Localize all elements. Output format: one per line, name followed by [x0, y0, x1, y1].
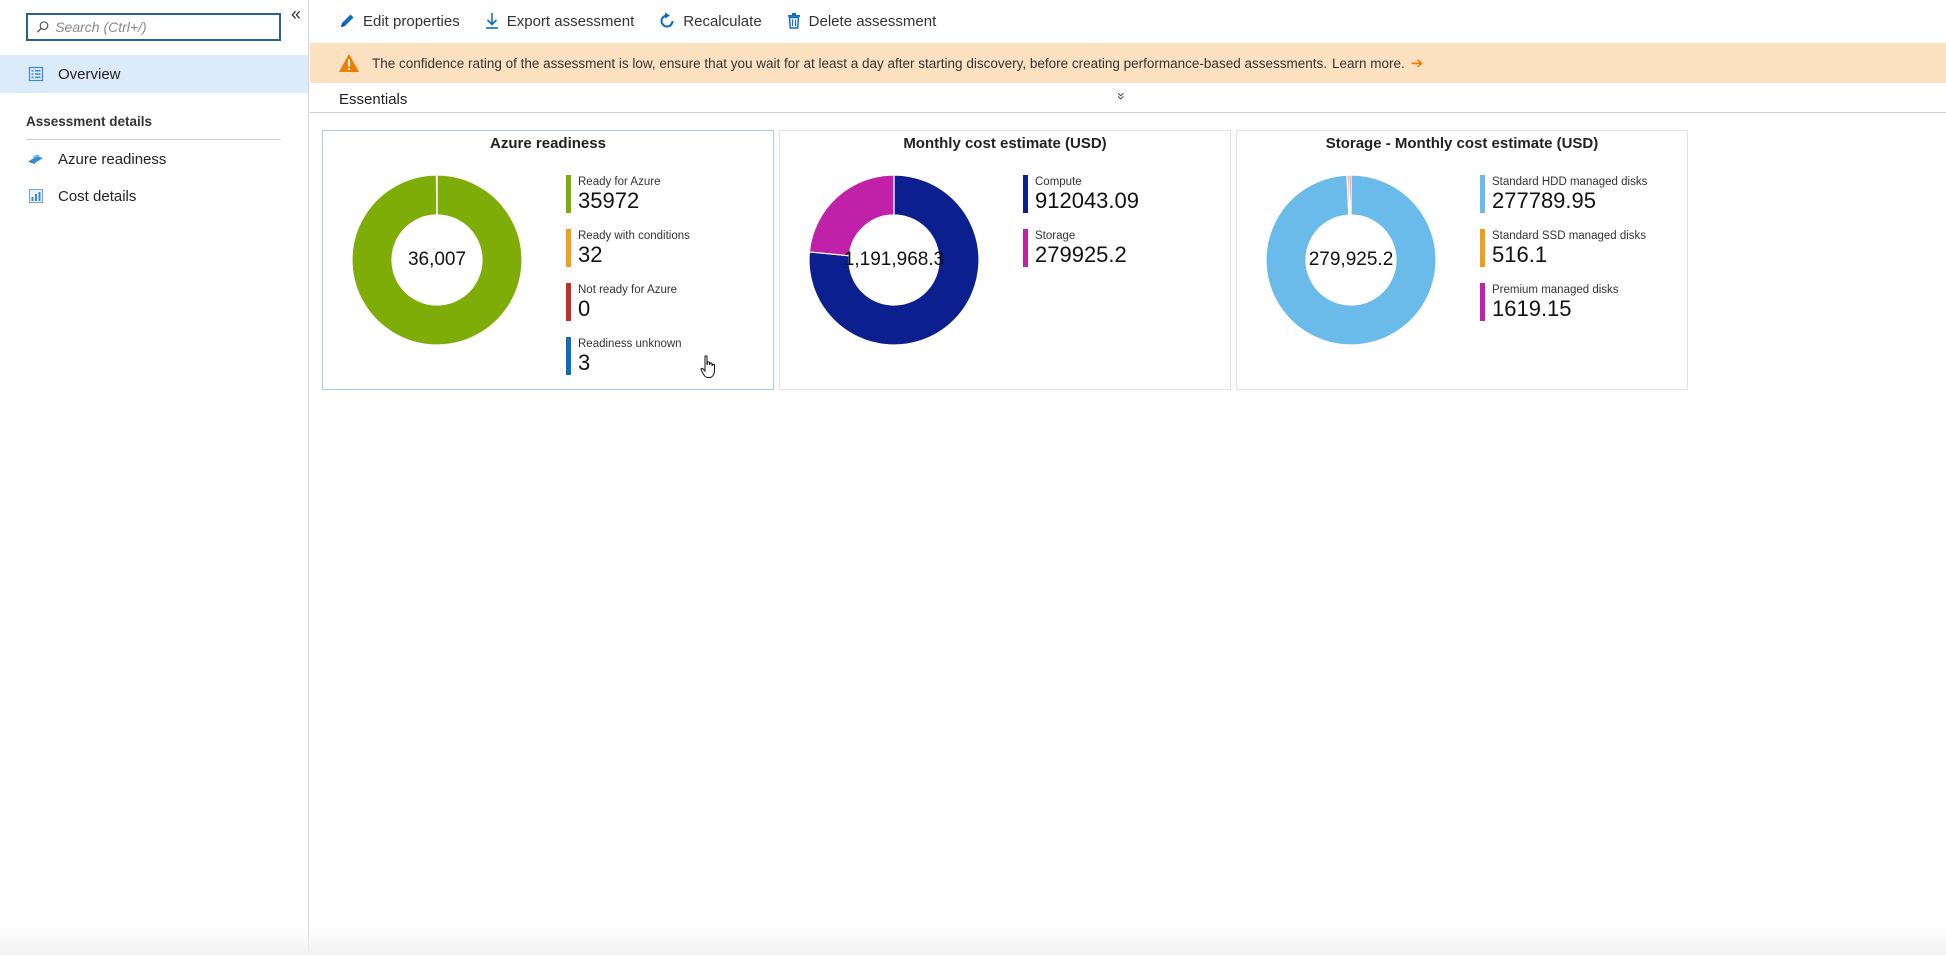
warning-icon: [339, 54, 359, 72]
overview-icon: [28, 66, 44, 82]
hand-cursor-icon: [700, 355, 715, 378]
legend-value: 0: [578, 296, 591, 321]
legend-color-bar: [566, 283, 571, 321]
legend-label: Ready with conditions: [578, 230, 690, 242]
essentials-section[interactable]: Essentials »: [310, 86, 1946, 113]
azure-readiness-tile[interactable]: Azure readiness 36,007 Ready for Azure 3…: [322, 130, 774, 390]
donut-slice[interactable]: [1265, 174, 1437, 346]
legend-label: Readiness unknown: [578, 338, 682, 350]
donut-center-total: 279,925.2: [1308, 249, 1394, 270]
legend: Standard HDD managed disks 277789.95 Sta…: [1480, 175, 1647, 337]
legend-value: 35972: [578, 188, 640, 213]
search-box[interactable]: [26, 13, 281, 41]
recalculate-button[interactable]: Recalculate: [658, 6, 762, 36]
tile-title: Azure readiness: [490, 135, 606, 152]
legend-color-bar: [1480, 229, 1485, 267]
legend-item-compute[interactable]: Compute 912043.09: [1023, 175, 1139, 229]
warning-banner: The confidence rating of the assessment …: [310, 43, 1946, 83]
donut-center-total: 1,191,968.3: [843, 249, 945, 270]
donut-chart: 279,925.2: [1264, 173, 1438, 347]
donut-center-total: 36,007: [407, 249, 467, 270]
refresh-icon: [660, 12, 674, 28]
sidebar-item-label: Cost details: [58, 187, 137, 205]
legend-label: Storage: [1035, 230, 1076, 242]
donut-chart: 1,191,968.3: [807, 173, 981, 347]
storage-cost-tile[interactable]: Storage - Monthly cost estimate (USD) 27…: [1236, 130, 1688, 390]
legend-value: 912043.09: [1035, 188, 1139, 213]
legend: Compute 912043.09 Storage 279925.2: [1023, 175, 1139, 283]
warning-text: The confidence rating of the assessment …: [372, 55, 1327, 71]
tile-title: Monthly cost estimate (USD): [903, 135, 1107, 152]
nav-item-overview[interactable]: Overview: [0, 55, 308, 93]
sidebar-item-label: Azure readiness: [58, 150, 167, 168]
legend-item-storage[interactable]: Storage 279925.2: [1023, 229, 1139, 283]
legend-value: 32: [578, 242, 603, 267]
chevron-down-icon[interactable]: »: [1113, 92, 1130, 100]
export-assessment-label: Export assessment: [506, 12, 635, 30]
legend-item-unknown[interactable]: Readiness unknown 3: [566, 337, 690, 391]
legend-value: 3: [578, 350, 591, 375]
legend-color-bar: [566, 337, 571, 375]
legend-label: Standard HDD managed disks: [1492, 176, 1648, 188]
delete-assessment-button[interactable]: Delete assessment: [786, 6, 937, 36]
pencil-icon: [341, 14, 354, 27]
search-icon: [36, 21, 49, 33]
donut-slice[interactable]: [1348, 174, 1352, 216]
legend-label: Compute: [1035, 176, 1082, 188]
legend-item-not-ready[interactable]: Not ready for Azure 0: [566, 283, 690, 337]
legend-label: Standard SSD managed disks: [1492, 230, 1647, 242]
collapse-sidebar-button[interactable]: «: [290, 4, 301, 24]
legend-color-bar: [1023, 175, 1028, 213]
cost-details-icon: [29, 189, 43, 203]
legend-color-bar: [1023, 229, 1028, 267]
bottom-edge: [0, 925, 1946, 955]
edit-properties-label: Edit properties: [363, 12, 460, 30]
legend-item-hdd[interactable]: Standard HDD managed disks 277789.95: [1480, 175, 1647, 229]
legend-label: Ready for Azure: [578, 176, 661, 188]
edit-properties-button[interactable]: Edit properties: [338, 6, 460, 36]
section-header-assessment-details: Assessment details: [26, 112, 281, 140]
arrow-right-icon[interactable]: ➔: [1410, 55, 1424, 72]
legend-value: 279925.2: [1035, 242, 1127, 267]
donut-slice[interactable]: [351, 174, 523, 346]
sidebar-item-azure-readiness[interactable]: Azure readiness: [0, 140, 308, 178]
donut-svg: [808, 174, 980, 346]
azure-readiness-icon: [29, 154, 43, 164]
delete-assessment-label: Delete assessment: [808, 12, 937, 30]
legend-item-ready[interactable]: Ready for Azure 35972: [566, 175, 690, 229]
legend: Ready for Azure 35972 Ready with conditi…: [566, 175, 690, 391]
search-input[interactable]: [49, 15, 279, 39]
legend-color-bar: [566, 229, 571, 267]
recalculate-label: Recalculate: [683, 12, 762, 30]
donut-slice[interactable]: [808, 174, 895, 257]
nav-item-overview-label: Overview: [58, 65, 121, 83]
export-assessment-button[interactable]: Export assessment: [484, 6, 635, 36]
donut-chart: 36,007: [350, 173, 524, 347]
essentials-label: Essentials: [339, 90, 408, 108]
legend-label: Not ready for Azure: [578, 284, 678, 296]
sidebar: « Overview Assessment details Azure read…: [0, 0, 309, 955]
legend-value: 516.1: [1492, 242, 1548, 267]
sidebar-item-cost-details[interactable]: Cost details: [0, 177, 308, 215]
legend-value: 277789.95: [1492, 188, 1596, 213]
legend-color-bar: [1480, 283, 1485, 321]
legend-color-bar: [1480, 175, 1485, 213]
trash-icon: [787, 13, 800, 29]
monthly-cost-tile[interactable]: Monthly cost estimate (USD) 1,191,968.3 …: [779, 130, 1231, 390]
donut-svg: [1265, 174, 1437, 346]
tile-title: Storage - Monthly cost estimate (USD): [1325, 135, 1599, 152]
legend-color-bar: [566, 175, 571, 213]
legend-item-conditions[interactable]: Ready with conditions 32: [566, 229, 690, 283]
donut-slice[interactable]: [808, 174, 980, 346]
legend-label: Premium managed disks: [1492, 284, 1619, 296]
legend-item-premium[interactable]: Premium managed disks 1619.15: [1480, 283, 1647, 337]
legend-item-ssd[interactable]: Standard SSD managed disks 516.1: [1480, 229, 1647, 283]
command-bar: Edit properties Export assessment Recalc…: [310, 0, 1946, 42]
learn-more-link[interactable]: Learn more.: [1332, 55, 1405, 71]
legend-value: 1619.15: [1492, 296, 1572, 321]
download-icon: [485, 13, 498, 29]
donut-svg: [351, 174, 523, 346]
